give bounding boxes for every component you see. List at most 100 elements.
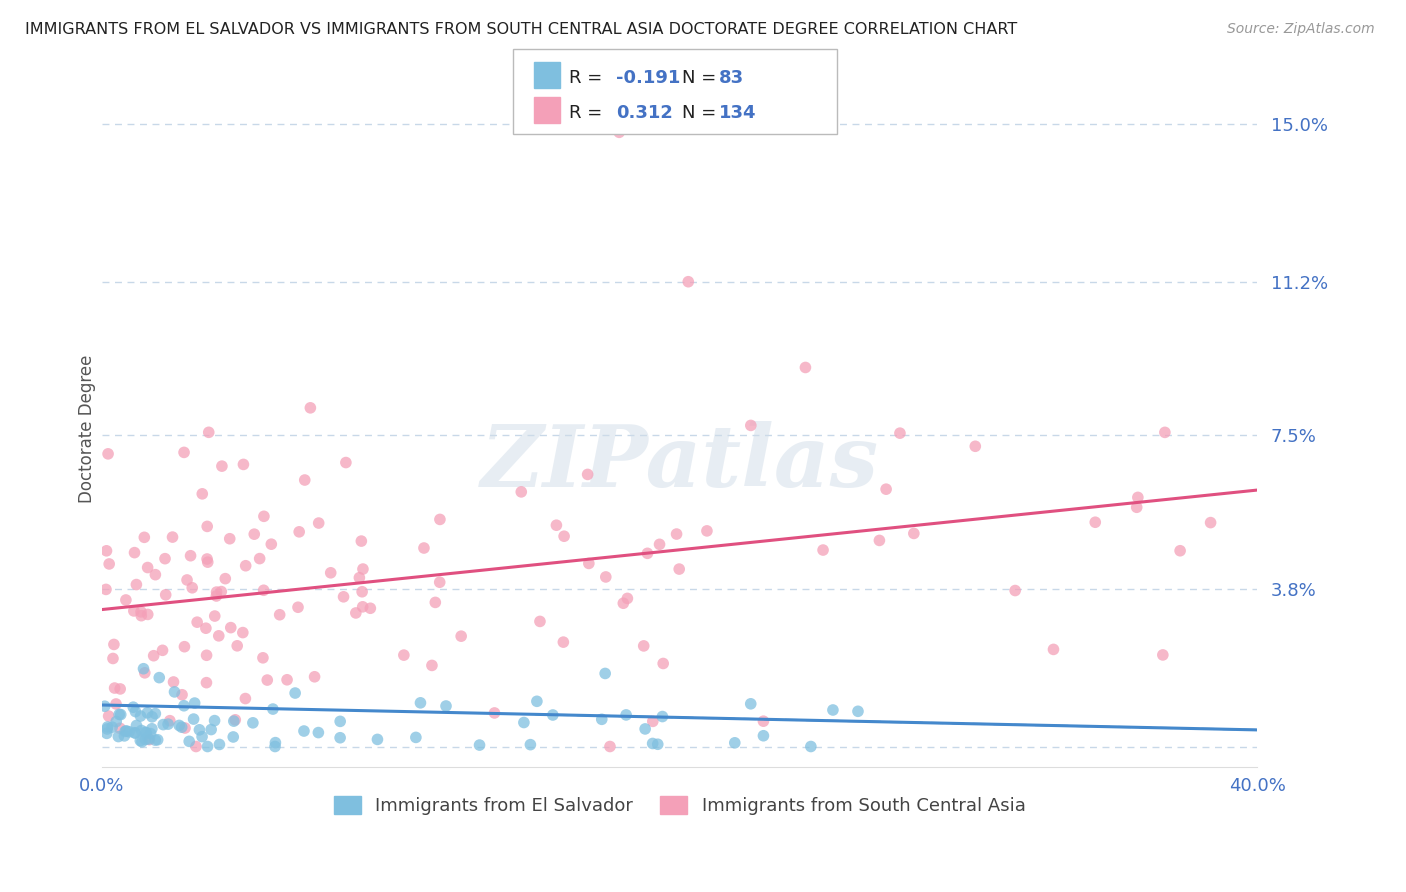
Point [134,725,156,739]
Point [205,585,228,599]
Point [800,739,823,754]
Point [115,593,138,607]
Point [614,707,637,722]
Point [636,546,658,560]
Point [349,571,371,585]
Point [405,731,427,745]
Point [200,723,222,737]
Point [678,275,700,289]
Point [307,725,329,739]
Point [868,533,890,548]
Point [107,730,129,744]
Point [129,608,152,623]
Point [104,681,127,695]
Point [118,724,141,739]
Point [129,709,152,723]
Point [513,715,536,730]
Point [350,534,373,549]
Point [541,708,564,723]
Point [96,722,118,736]
Point [152,717,174,731]
Point [105,714,128,729]
Point [319,566,342,580]
Point [142,648,165,663]
Point [136,607,159,622]
Text: N =: N = [682,103,721,121]
Point [352,562,374,576]
Point [332,590,354,604]
Legend: Immigrants from El Salvador, Immigrants from South Central Asia: Immigrants from El Salvador, Immigrants … [326,789,1033,822]
Point [197,555,219,569]
Point [125,718,148,732]
Y-axis label: Doctorate Degree: Doctorate Degree [79,355,96,503]
Point [197,739,219,754]
Point [468,738,491,752]
Point [875,482,897,496]
Text: ZIPatlas: ZIPatlas [481,421,879,505]
Point [794,360,817,375]
Point [450,629,472,643]
Point [186,615,208,630]
Text: Source: ZipAtlas.com: Source: ZipAtlas.com [1227,22,1375,37]
Point [546,518,568,533]
Point [174,721,197,735]
Point [157,717,180,731]
Point [153,551,176,566]
Point [197,425,219,440]
Point [253,509,276,524]
Point [1154,425,1177,440]
Text: -0.191: -0.191 [616,69,681,87]
Point [232,458,254,472]
Point [195,519,218,533]
Point [173,445,195,459]
Point [429,512,451,526]
Point [183,712,205,726]
Point [232,625,254,640]
Point [696,524,718,538]
Point [576,467,599,482]
Point [1042,642,1064,657]
Point [214,572,236,586]
Point [252,650,274,665]
Point [204,714,226,728]
Point [595,570,617,584]
Point [235,691,257,706]
Point [141,722,163,736]
Point [173,640,195,654]
Point [134,665,156,680]
Text: R =: R = [569,103,609,121]
Point [724,736,747,750]
Point [425,595,447,609]
Point [108,707,131,722]
Point [434,698,457,713]
Point [264,739,287,754]
Point [352,584,374,599]
Point [105,697,128,711]
Point [593,666,616,681]
Point [811,543,834,558]
Point [129,605,152,619]
Point [616,591,638,606]
Point [134,732,156,747]
Point [846,704,869,718]
Point [208,738,231,752]
Point [97,709,120,723]
Point [181,581,204,595]
Point [143,706,166,721]
Point [131,723,153,738]
Point [184,739,207,754]
Text: 83: 83 [718,69,744,87]
Point [204,609,226,624]
Point [152,643,174,657]
Point [256,673,278,687]
Point [420,658,443,673]
Point [262,702,284,716]
Point [135,726,157,740]
Point [211,459,233,474]
Point [188,723,211,737]
Point [612,596,634,610]
Point [1004,583,1026,598]
Point [139,726,162,740]
Point [429,575,451,590]
Point [413,541,436,555]
